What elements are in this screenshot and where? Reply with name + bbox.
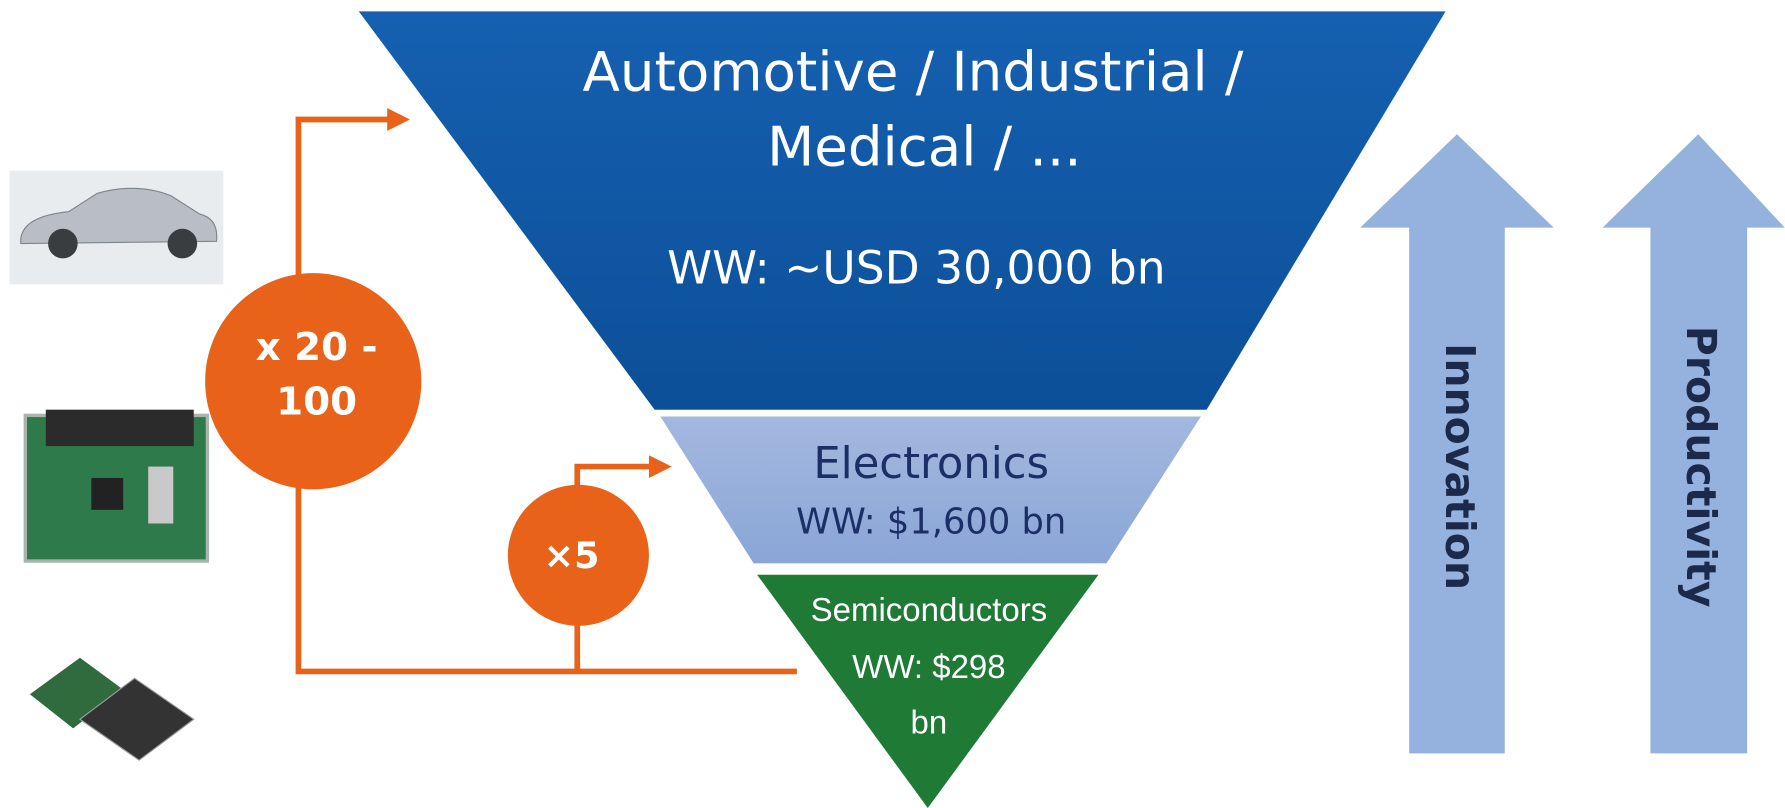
top-label: Automotive / Industrial /: [583, 39, 1244, 103]
arrow-head: [387, 108, 410, 131]
chip-image: [30, 658, 194, 760]
multiplier-label: x 20 -: [256, 325, 378, 370]
bottom-label: WW: $298: [852, 648, 1005, 685]
diagram: Automotive / Industrial / Medical / ... …: [0, 0, 1785, 808]
page: {"top": {"lines": ["Automotive / Industr…: [0, 0, 1785, 808]
middle-label: Electronics: [813, 439, 1049, 489]
board-image: [25, 410, 207, 561]
top-value: WW: ~USD 30,000 bn: [667, 241, 1165, 294]
arrow-label: Innovation: [1436, 343, 1484, 590]
bottom-label: bn: [911, 704, 948, 741]
arrow-head: [649, 455, 672, 478]
car-image: [9, 171, 223, 285]
multiplier-label: ×5: [544, 534, 600, 577]
multiplier-label: 100: [276, 380, 357, 425]
middle-value: WW: $1,600 bn: [796, 501, 1066, 542]
arrow-label: Productivity: [1677, 326, 1725, 608]
bottom-label: Semiconductors: [811, 591, 1048, 628]
top-label: Medical / ...: [767, 114, 1081, 178]
